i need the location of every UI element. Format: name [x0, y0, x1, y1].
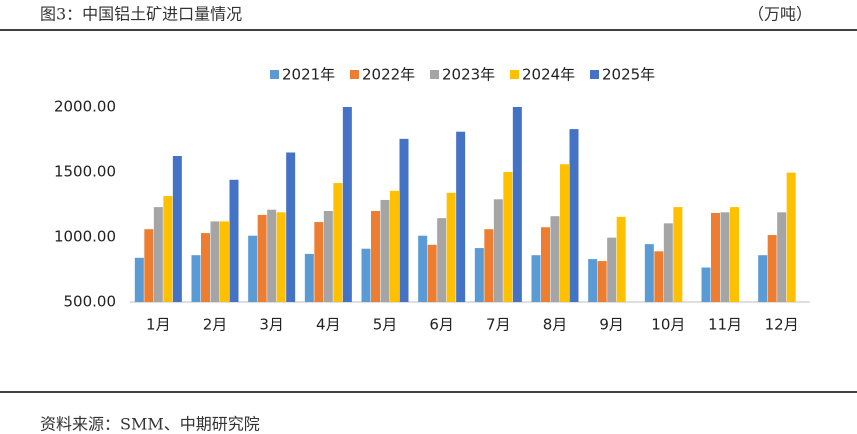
bar [220, 221, 229, 302]
bar [257, 214, 267, 302]
bar [304, 253, 314, 302]
y-tick-label: 1500.00 [54, 163, 116, 181]
bar [361, 248, 371, 302]
bar [323, 211, 333, 302]
bar [191, 255, 201, 302]
bar [484, 229, 494, 302]
bar [172, 156, 182, 302]
y-tick-label: 500.00 [64, 293, 117, 311]
bar [720, 212, 730, 302]
legend-label: 2021年 [282, 66, 335, 84]
bar [777, 212, 787, 302]
source-note: 资料来源：SMM、中期研究院 [40, 415, 260, 434]
bar [493, 199, 503, 302]
bar [673, 207, 683, 302]
x-tick-label: 8月 [543, 316, 568, 334]
x-tick-label: 9月 [599, 316, 624, 334]
x-tick-label: 1月 [146, 316, 171, 334]
bar [456, 131, 466, 302]
bar [786, 172, 796, 302]
legend-label: 2025年 [602, 66, 655, 84]
bar [390, 190, 399, 302]
bar [607, 237, 617, 302]
x-tick-label: 11月 [708, 316, 742, 334]
chart-title: 图3：中国铝土矿进口量情况 [40, 5, 242, 24]
bar [201, 233, 210, 302]
bar [597, 261, 607, 302]
bar [210, 221, 220, 302]
bar [531, 255, 541, 302]
bar [711, 212, 720, 302]
bar [153, 207, 163, 302]
bar [663, 223, 673, 302]
legend-swatch [350, 70, 359, 79]
bar [371, 211, 380, 302]
bar [267, 209, 277, 302]
legend-swatch [270, 70, 279, 79]
legend-swatch [510, 70, 519, 79]
bar [134, 257, 144, 302]
bar [616, 216, 626, 302]
bar [248, 235, 258, 302]
bar [342, 107, 352, 302]
bar [163, 196, 173, 302]
bar [380, 199, 390, 302]
bar [229, 179, 239, 302]
bar [286, 152, 296, 302]
x-tick-label: 5月 [373, 316, 398, 334]
bar [333, 183, 343, 302]
x-tick-label: 4月 [316, 316, 341, 334]
x-tick-label: 6月 [429, 316, 454, 334]
bar [427, 244, 437, 302]
legend-label: 2023年 [442, 66, 495, 84]
bar [314, 222, 324, 302]
bar [399, 138, 409, 302]
bar [474, 248, 484, 302]
bar [144, 229, 154, 302]
bar [541, 227, 550, 302]
bar [503, 172, 513, 302]
y-tick-label: 2000.00 [54, 98, 116, 116]
x-tick-label: 7月 [486, 316, 511, 334]
y-tick-label: 1000.00 [54, 228, 116, 246]
legend-label: 2022年 [362, 66, 415, 84]
bar [437, 218, 447, 302]
bar [588, 259, 598, 302]
bar [276, 212, 286, 302]
x-tick-label: 3月 [259, 316, 284, 334]
bar [644, 244, 654, 302]
bar [512, 107, 522, 302]
bar [569, 129, 579, 302]
bar [446, 192, 456, 302]
bar [701, 267, 711, 302]
bar [767, 235, 777, 302]
legend-label: 2024年 [522, 66, 575, 84]
legend-swatch [430, 70, 439, 79]
legend-swatch [590, 70, 599, 79]
bar [758, 255, 768, 302]
bar [560, 164, 569, 302]
bar [654, 251, 664, 302]
unit-label: （万吨） [748, 5, 812, 24]
bar [550, 216, 560, 302]
x-tick-label: 2月 [203, 316, 228, 334]
bar [418, 235, 428, 302]
bar [730, 207, 739, 302]
x-tick-label: 12月 [765, 316, 799, 334]
x-tick-label: 10月 [651, 316, 685, 334]
